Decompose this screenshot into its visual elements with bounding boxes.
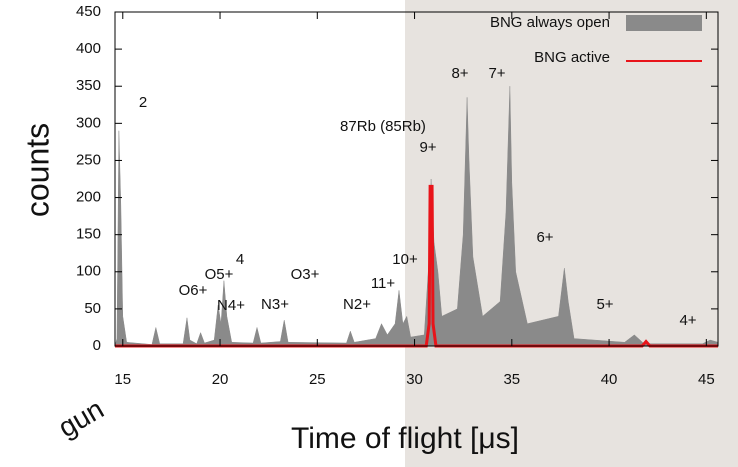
y-tick-label: 350 [76, 77, 101, 94]
peak-label: 2 [139, 94, 147, 111]
x-tick-label: 20 [212, 371, 229, 388]
area-series [114, 86, 719, 347]
x-tick-label: 30 [406, 371, 423, 388]
y-tick-label: 450 [76, 3, 101, 20]
y-tick-label: 150 [76, 226, 101, 243]
peak-label: 6+ [536, 229, 553, 246]
y-tick-label: 250 [76, 151, 101, 168]
x-tick-label: 45 [698, 371, 715, 388]
y-tick-label: 100 [76, 263, 101, 280]
y-tick-label: 50 [84, 300, 101, 317]
peak-label: 11+ [371, 275, 396, 292]
peak-label: 87Rb (85Rb) [340, 118, 426, 135]
plot-frame [114, 11, 719, 347]
line-series [115, 184, 718, 348]
x-tick-label: 40 [601, 371, 618, 388]
peak-label: 4+ [679, 312, 696, 329]
y-tick-label: 0 [93, 337, 101, 354]
x-axis-label: Time of flight [μs] [291, 422, 519, 455]
peak-label: 10+ [392, 251, 418, 268]
peak-label: N2+ [343, 296, 371, 313]
y-tick-label: 200 [76, 189, 101, 206]
legend-label: BNG active [534, 49, 610, 66]
y-axis-label: counts [19, 123, 55, 217]
peak-label: N4+ [217, 297, 245, 314]
x-tick-label: 25 [309, 371, 326, 388]
y-tick-label: 400 [76, 40, 101, 57]
background-panel [405, 0, 738, 467]
side-text: gun [53, 393, 109, 443]
x-tick-label: 15 [114, 371, 131, 388]
x-tick-label: 35 [503, 371, 520, 388]
legend-label: BNG always open [490, 14, 610, 31]
peak-label: O5+ [205, 266, 234, 283]
y-tick-label: 300 [76, 114, 101, 131]
peak-label: 7+ [488, 65, 505, 82]
peak-label: O3+ [291, 266, 320, 283]
legend-swatch [626, 15, 702, 31]
peak-label: 4 [236, 251, 244, 268]
peak-label: N3+ [261, 296, 289, 313]
peak-label: 9+ [419, 139, 436, 156]
peak-label: 5+ [596, 296, 613, 313]
peak-label: O6+ [179, 282, 208, 299]
peak-label: 8+ [451, 65, 468, 82]
